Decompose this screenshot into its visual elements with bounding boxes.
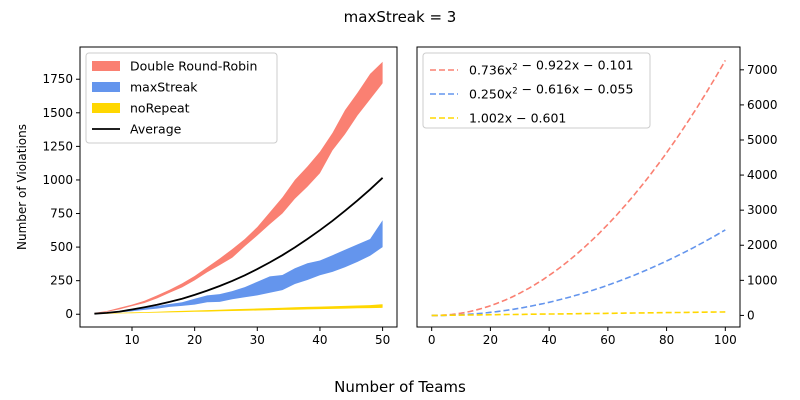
legend-label: maxStreak xyxy=(130,80,198,95)
y-tick-label: 1000 xyxy=(747,273,778,287)
legend-box xyxy=(422,52,651,129)
legend-label: noRepeat xyxy=(130,101,190,116)
y-tick-label: 1000 xyxy=(42,173,73,187)
fit-line-1 xyxy=(431,60,726,317)
y-tick-label: 7000 xyxy=(747,63,778,77)
y-tick-label: 4000 xyxy=(747,168,778,182)
legend-label: 0.736x2 − 0.922x − 0.101 xyxy=(469,58,633,78)
x-tick-label: 50 xyxy=(375,333,390,347)
left-lines xyxy=(94,177,384,315)
right-x-ticks: 0 20 40 60 80 100 xyxy=(428,327,737,347)
y-tick-label: 1250 xyxy=(42,139,73,153)
x-tick-label: 10 xyxy=(124,333,139,347)
y-tick-label: 0 xyxy=(65,307,73,321)
x-tick-label: 20 xyxy=(187,333,202,347)
y-tick-label: 0 xyxy=(747,308,755,322)
left-panel: 10 20 30 40 50 0 250 500 750 1000 1250 1500 1750 Nu… xyxy=(15,46,398,347)
y-tick-label: 250 xyxy=(50,274,73,288)
legend-label: 0.250x2 − 0.616x − 0.055 xyxy=(469,82,633,102)
x-tick-label: 20 xyxy=(483,333,498,347)
y-tick-label: 1750 xyxy=(42,72,73,86)
right-panel: 0 20 40 60 80 100 0 1000 2000 3000 4000 5000 6000 70… xyxy=(416,46,778,347)
right-axes-frame xyxy=(416,46,741,328)
x-tick-label: 80 xyxy=(659,333,674,347)
left-y-axis-label: Number of Violations xyxy=(15,124,29,250)
left-x-ticks: 10 20 30 40 50 xyxy=(124,327,390,347)
left-y-ticks: 0 250 500 750 1000 1250 1500 1750 xyxy=(42,72,80,321)
right-lines xyxy=(431,60,726,317)
y-tick-label: 750 xyxy=(50,207,73,221)
figure-x-axis-label: Number of Teams xyxy=(334,378,466,396)
x-tick-label: 0 xyxy=(428,333,436,347)
y-tick-label: 500 xyxy=(50,240,73,254)
x-tick-label: 40 xyxy=(541,333,556,347)
x-tick-label: 30 xyxy=(250,333,265,347)
legend-label: Average xyxy=(130,122,182,137)
legend-swatch-norepeat xyxy=(92,103,120,113)
band-norepeat xyxy=(94,304,383,314)
y-tick-label: 3000 xyxy=(747,203,778,217)
legend-swatch-maxstreak xyxy=(92,82,120,92)
legend-box xyxy=(85,52,278,144)
x-tick-label: 100 xyxy=(714,333,737,347)
left-axes-frame xyxy=(79,46,398,328)
x-tick-label: 60 xyxy=(600,333,615,347)
band-maxstreak xyxy=(94,220,383,314)
right-legend: 0.736x2 − 0.922x − 0.101 0.250x2 − 0.616x… xyxy=(422,52,651,129)
legend-label: Double Round-Robin xyxy=(130,59,257,74)
figure-title: maxStreak = 3 xyxy=(344,8,457,26)
y-tick-label: 1500 xyxy=(42,106,73,120)
fit-line-2 xyxy=(431,229,726,317)
line-average xyxy=(94,177,384,315)
y-tick-label: 5000 xyxy=(747,133,778,147)
fit-line-3 xyxy=(431,311,726,317)
y-tick-label: 2000 xyxy=(747,238,778,252)
left-legend: Double Round-Robin maxStreak noRepeat Avera… xyxy=(85,52,278,144)
legend-swatch-double-round-robin xyxy=(92,61,120,71)
left-bands xyxy=(94,61,383,314)
x-tick-label: 40 xyxy=(312,333,327,347)
right-y-ticks: 0 1000 2000 3000 4000 5000 6000 7000 xyxy=(740,63,778,322)
legend-label: 1.002x − 0.601 xyxy=(469,111,566,126)
y-tick-label: 6000 xyxy=(747,98,778,112)
